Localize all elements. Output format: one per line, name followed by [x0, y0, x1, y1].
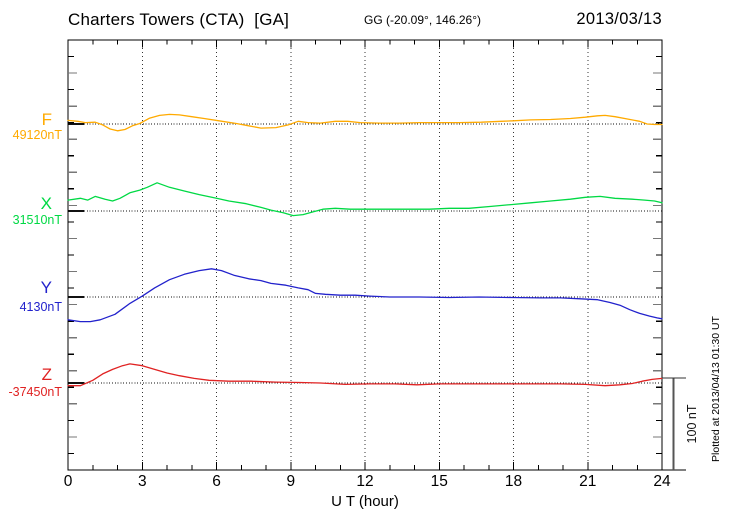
- series-base-value-Y: 4130nT: [19, 300, 62, 314]
- series-base-value-F: 49120nT: [12, 128, 62, 142]
- x-tick-label-24: 24: [653, 473, 671, 490]
- observation-date: 2013/03/13: [576, 10, 662, 28]
- x-tick-label-15: 15: [431, 473, 448, 490]
- x-tick-label-9: 9: [286, 473, 295, 490]
- station-title: Charters Towers (CTA) [GA]: [68, 10, 290, 29]
- series-Z-curve: [67, 363, 663, 387]
- series-base-value-Z: -37450nT: [8, 385, 62, 399]
- x-tick-label-21: 21: [579, 473, 596, 490]
- geographic-coordinates: GG (-20.09°, 146.26°): [364, 13, 481, 27]
- scale-bar-label: 100 nT: [685, 404, 699, 443]
- series-label-X: X: [40, 194, 52, 213]
- series-F-curve: [67, 113, 663, 132]
- x-tick-label-18: 18: [505, 473, 522, 490]
- x-axis-label: U T (hour): [331, 493, 399, 510]
- series-label-Z: Z: [41, 365, 52, 384]
- x-tick-label-0: 0: [64, 473, 73, 490]
- x-tick-label-3: 3: [138, 473, 147, 490]
- series-X-curve: [67, 182, 663, 217]
- plotted-timestamp-note: Plotted at 2013/04/13 01:30 UT: [710, 316, 722, 462]
- x-tick-label-12: 12: [356, 473, 373, 490]
- series-label-Y: Y: [40, 278, 52, 297]
- series-label-F: F: [41, 110, 52, 129]
- series-base-value-X: 31510nT: [12, 213, 62, 227]
- series-Y-curve: [67, 268, 663, 323]
- x-tick-label-6: 6: [212, 473, 221, 490]
